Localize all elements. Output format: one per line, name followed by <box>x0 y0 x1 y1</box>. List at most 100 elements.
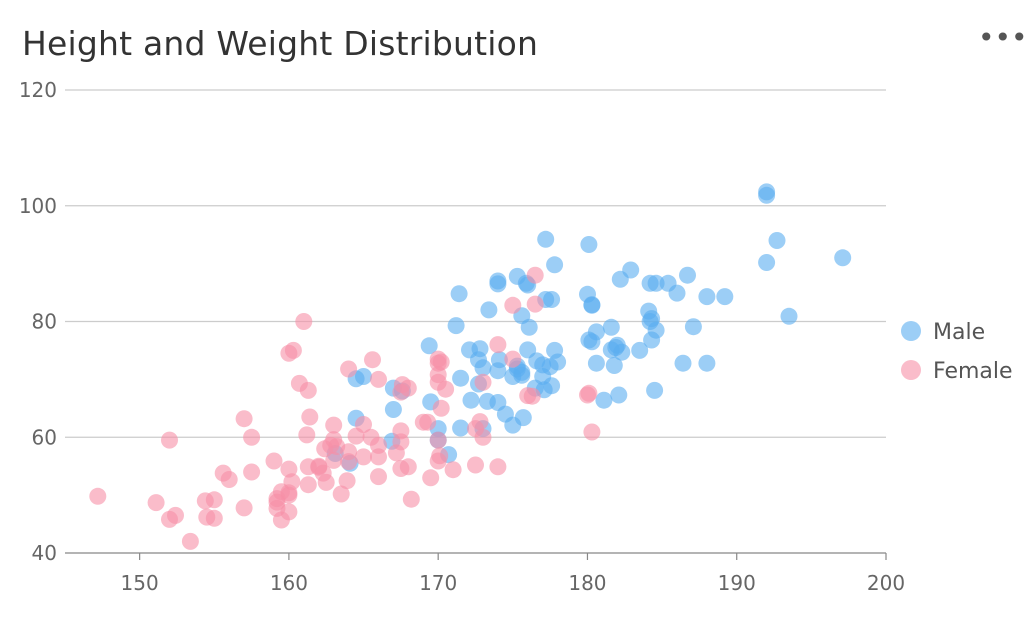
data-point-male[interactable] <box>679 266 696 284</box>
data-point-female[interactable] <box>196 492 214 510</box>
data-point-male[interactable] <box>613 343 631 361</box>
data-point-female[interactable] <box>392 383 410 401</box>
data-point-female[interactable] <box>181 532 199 550</box>
data-point-male[interactable] <box>355 368 372 385</box>
data-point-female[interactable] <box>89 487 107 505</box>
data-point-male[interactable] <box>834 249 852 267</box>
data-point-female[interactable] <box>301 408 319 426</box>
data-point-female[interactable] <box>325 416 343 434</box>
data-point-female[interactable] <box>437 380 455 398</box>
data-point-male[interactable] <box>602 318 620 336</box>
data-point-male[interactable] <box>384 401 402 418</box>
data-point-female[interactable] <box>220 471 238 488</box>
data-point-female[interactable] <box>235 499 253 517</box>
legend-item-female[interactable]: Female <box>901 359 1013 384</box>
data-point-male[interactable] <box>716 288 734 306</box>
data-point-female[interactable] <box>243 463 261 481</box>
data-point-female[interactable] <box>526 266 544 284</box>
data-point-female[interactable] <box>422 469 440 487</box>
data-point-male[interactable] <box>587 354 605 372</box>
data-point-female[interactable] <box>474 373 492 391</box>
data-point-male[interactable] <box>780 307 798 325</box>
data-point-male[interactable] <box>513 366 531 384</box>
data-point-female[interactable] <box>489 336 507 354</box>
data-point-male[interactable] <box>420 337 438 355</box>
data-point-female[interactable] <box>272 511 290 529</box>
data-point-male[interactable] <box>684 318 702 336</box>
data-point-female[interactable] <box>402 490 420 508</box>
data-point-female[interactable] <box>583 423 601 441</box>
data-point-male[interactable] <box>489 362 507 380</box>
data-point-male[interactable] <box>643 331 661 349</box>
data-point-male[interactable] <box>537 230 555 248</box>
data-point-female[interactable] <box>340 453 358 471</box>
data-point-female[interactable] <box>370 370 387 388</box>
data-point-female[interactable] <box>419 413 437 431</box>
data-point-male[interactable] <box>452 369 470 387</box>
data-point-female[interactable] <box>364 351 381 369</box>
data-point-female[interactable] <box>580 384 598 402</box>
data-point-male[interactable] <box>641 274 659 292</box>
data-point-female[interactable] <box>280 344 298 362</box>
data-point-male[interactable] <box>674 354 692 372</box>
data-point-female[interactable] <box>340 360 358 378</box>
data-point-male[interactable] <box>474 359 492 377</box>
data-point-male[interactable] <box>611 270 629 288</box>
data-point-male[interactable] <box>768 232 786 249</box>
data-point-male[interactable] <box>595 391 613 409</box>
data-point-female[interactable] <box>355 448 372 466</box>
data-point-female[interactable] <box>317 473 335 491</box>
data-point-female[interactable] <box>504 350 522 368</box>
data-point-male[interactable] <box>605 357 623 374</box>
data-point-male[interactable] <box>758 254 776 271</box>
data-point-female[interactable] <box>299 458 317 476</box>
data-point-male[interactable] <box>698 354 716 372</box>
data-point-female[interactable] <box>147 494 165 512</box>
data-point-female[interactable] <box>429 431 447 449</box>
data-point-female[interactable] <box>431 447 449 465</box>
data-point-female[interactable] <box>243 428 261 446</box>
data-point-female[interactable] <box>280 460 298 478</box>
data-point-male[interactable] <box>543 291 561 308</box>
data-point-male[interactable] <box>546 256 564 274</box>
data-point-male[interactable] <box>489 275 507 293</box>
data-point-female[interactable] <box>432 399 450 417</box>
data-point-female[interactable] <box>504 296 522 314</box>
data-point-female[interactable] <box>444 461 462 479</box>
data-point-male[interactable] <box>668 284 686 302</box>
data-point-male[interactable] <box>580 236 598 253</box>
data-point-female[interactable] <box>161 510 178 528</box>
data-point-female[interactable] <box>235 410 253 428</box>
data-point-male[interactable] <box>758 186 776 204</box>
data-point-male[interactable] <box>480 301 498 319</box>
data-point-female[interactable] <box>370 448 387 466</box>
data-point-female[interactable] <box>299 381 317 399</box>
data-point-male[interactable] <box>698 288 716 306</box>
data-point-female[interactable] <box>526 295 544 313</box>
data-point-female[interactable] <box>489 458 507 476</box>
data-point-male[interactable] <box>583 296 601 314</box>
data-point-female[interactable] <box>474 428 492 446</box>
data-point-female[interactable] <box>332 485 350 503</box>
data-point-male[interactable] <box>447 317 465 335</box>
data-point-female[interactable] <box>298 426 316 444</box>
data-point-female[interactable] <box>316 440 334 458</box>
data-point-female[interactable] <box>265 452 283 470</box>
data-point-male[interactable] <box>452 419 470 437</box>
data-point-male[interactable] <box>583 333 601 351</box>
data-point-female[interactable] <box>370 468 387 486</box>
data-point-female[interactable] <box>387 444 405 462</box>
data-point-male[interactable] <box>504 416 522 434</box>
data-point-male[interactable] <box>646 381 664 399</box>
data-point-female[interactable] <box>392 460 410 477</box>
legend-item-male[interactable]: Male <box>901 320 985 345</box>
data-point-female[interactable] <box>205 509 223 527</box>
data-point-male[interactable] <box>450 285 468 303</box>
data-point-male[interactable] <box>462 391 480 409</box>
data-point-male[interactable] <box>520 318 538 336</box>
data-point-female[interactable] <box>161 431 178 449</box>
data-point-female[interactable] <box>295 313 313 330</box>
data-point-female[interactable] <box>325 451 343 469</box>
data-point-female[interactable] <box>347 427 365 445</box>
data-point-male[interactable] <box>631 341 649 359</box>
